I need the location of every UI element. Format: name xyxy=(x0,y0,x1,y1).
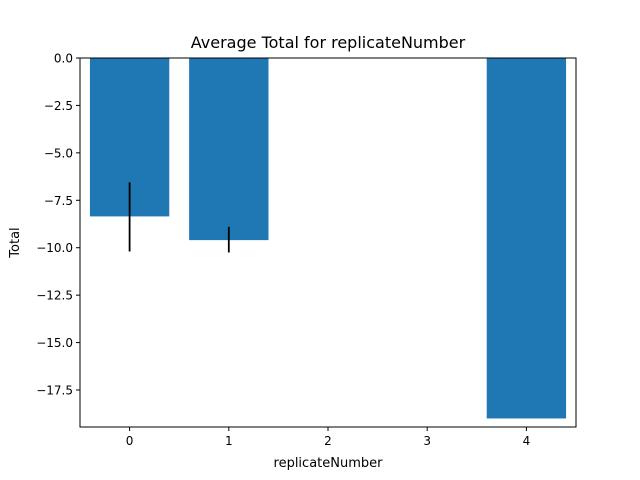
y-tick-label: −7.5 xyxy=(44,194,73,208)
bar-1 xyxy=(189,58,269,241)
y-tick-label: −15.0 xyxy=(36,336,73,350)
x-tick-label-1: 1 xyxy=(225,434,233,448)
x-axis: 0 1 2 3 4 xyxy=(126,427,530,448)
error-bars-group xyxy=(128,182,230,253)
y-tick-label: −12.5 xyxy=(36,289,73,303)
bar-4 xyxy=(486,58,567,419)
y-tick-label: 0.0 xyxy=(54,52,73,66)
bars-group xyxy=(89,58,567,419)
x-tick-label-0: 0 xyxy=(126,434,134,448)
chart-title: Average Total for replicateNumber xyxy=(191,33,466,52)
x-axis-label: replicateNumber xyxy=(274,456,384,471)
y-tick-label: −5.0 xyxy=(44,146,73,160)
y-axis: 0.0 −2.5 −5.0 −7.5 −10.0 −12.5 −15.0 −17.5 xyxy=(36,52,80,398)
y-tick-label: −10.0 xyxy=(36,241,73,255)
y-tick-label: −17.5 xyxy=(36,384,73,398)
y-axis-label: Total xyxy=(8,227,23,258)
x-tick-label-4: 4 xyxy=(523,434,531,448)
x-tick-label-2: 2 xyxy=(324,434,332,448)
x-tick-label-3: 3 xyxy=(423,434,431,448)
y-tick-label: −2.5 xyxy=(44,99,73,113)
